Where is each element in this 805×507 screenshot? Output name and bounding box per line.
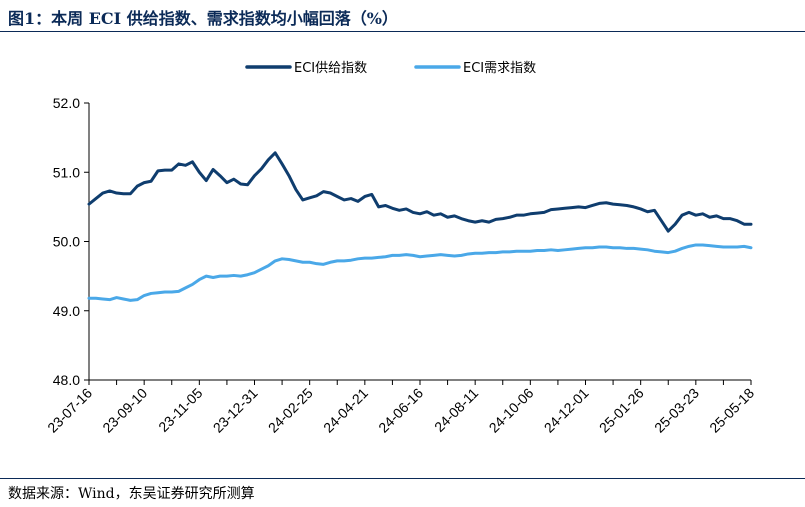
x-tick-label: 24-12-01 (541, 385, 592, 436)
x-tick-label: 25-01-26 (596, 385, 647, 436)
series-line-supply (87, 151, 753, 233)
title-rule (0, 31, 805, 32)
figure-source: 数据来源：Wind，东吴证券研究所测算 (8, 486, 255, 502)
legend-label-supply: ECI供给指数 (294, 61, 367, 76)
source-rule (0, 478, 805, 479)
y-tick-label: 50.0 (53, 234, 80, 250)
x-tick-label: 23-09-10 (99, 385, 150, 436)
y-tick-label: 48.0 (53, 372, 80, 388)
x-tick-label: 23-07-16 (44, 385, 95, 436)
x-tick-label: 24-08-11 (431, 385, 481, 435)
y-tick-label: 51.0 (53, 164, 80, 180)
series-line-demand (87, 243, 753, 302)
axes: 52.051.050.049.048.023-07-16 23-09-10 23-1… (44, 95, 757, 436)
x-tick-label: 24-04-21 (320, 385, 371, 436)
x-tick-label: 23-11-05 (155, 385, 205, 435)
legend-label-demand: ECI需求指数 (463, 61, 536, 76)
x-tick-label: 23-12-31 (210, 385, 261, 436)
x-tick-label: 24-10-06 (486, 385, 537, 436)
figure-title: 图1：本周 ECI 供给指数、需求指数均小幅回落（%） (8, 9, 398, 28)
x-tick-label: 25-03-23 (651, 385, 702, 436)
line-chart: ECI供给指数 ECI需求指数 52.051.050.049.048.023-0… (44, 61, 757, 436)
x-tick-label: 24-06-16 (375, 385, 426, 436)
x-tick-label: 25-05-18 (706, 385, 757, 436)
y-tick-label: 49.0 (53, 303, 80, 319)
legend: ECI供给指数 ECI需求指数 (245, 61, 536, 76)
y-tick-label: 52.0 (53, 95, 80, 111)
series-group (87, 151, 753, 302)
x-tick-label: 24-02-25 (265, 385, 316, 436)
